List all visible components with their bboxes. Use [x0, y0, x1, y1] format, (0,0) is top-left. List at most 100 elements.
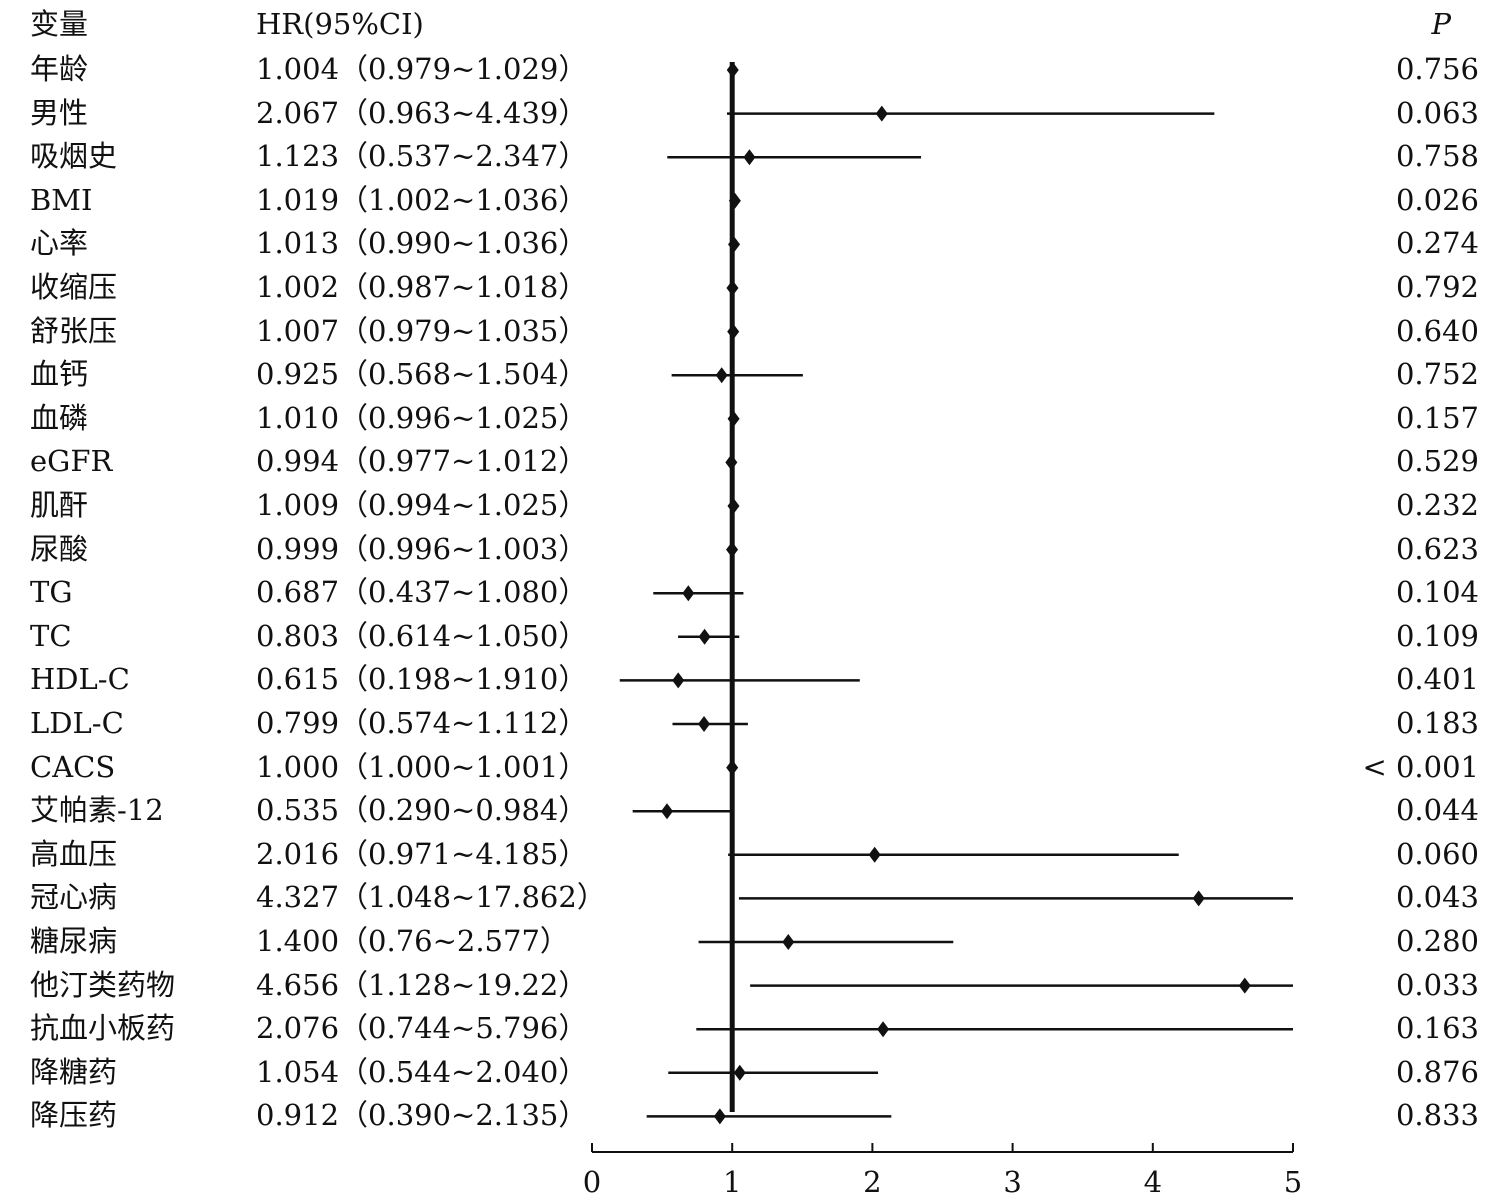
row-p-value: 0.280: [1395, 924, 1479, 958]
row-hr-ci: 1.000（1.000~1.001）: [256, 749, 588, 784]
row-label: 血钙: [30, 357, 89, 392]
row-label: 肌酐: [30, 488, 89, 522]
row-p-value: 0.833: [1395, 1098, 1479, 1133]
row-label: 抗血小板药: [30, 1011, 176, 1046]
hr-point: [868, 846, 881, 863]
x-tick-label: 2: [863, 1165, 881, 1199]
row-hr-ci: 1.019（1.002~1.036）: [256, 182, 588, 217]
row-hr-ci: 2.067（0.963~4.439）: [256, 95, 588, 130]
row-p-value: 0.109: [1395, 618, 1479, 653]
row-hr-ci: 0.994（0.977~1.012）: [256, 444, 588, 479]
row-p-value: 0.401: [1395, 662, 1479, 697]
header-p: P: [1431, 7, 1451, 41]
hr-point: [661, 803, 674, 820]
row-label: 尿酸: [30, 531, 89, 566]
row-p-value: 0.060: [1395, 836, 1479, 871]
row-p-value: 0.026: [1395, 182, 1479, 217]
row-hr-ci: 1.010（0.996~1.025）: [256, 400, 588, 435]
row-label: TG: [30, 575, 73, 610]
row-label: 降压药: [30, 1098, 118, 1133]
row-label: 他汀类药物: [30, 967, 176, 1002]
row-p-value: 0.183: [1395, 706, 1479, 740]
row-hr-ci: 1.400（0.76~2.577）: [256, 924, 569, 958]
row-label: 降糖药: [30, 1054, 118, 1089]
row-hr-ci: 0.999（0.996~1.003）: [256, 531, 588, 566]
row-p-value: 0.043: [1395, 880, 1479, 915]
row-p-value: 0.756: [1395, 52, 1479, 86]
hr-point: [727, 410, 740, 427]
row-label: 舒张压: [30, 313, 118, 348]
row-p-value: 0.792: [1395, 270, 1479, 304]
hr-point: [672, 672, 685, 689]
row-hr-ci: 0.912（0.390~2.135）: [256, 1098, 588, 1133]
row-hr-ci: 1.009（0.994~1.025）: [256, 488, 588, 522]
hr-point: [728, 192, 741, 209]
row-p-value: 0.752: [1395, 357, 1479, 392]
hr-point: [1192, 890, 1205, 907]
row-label: BMI: [30, 182, 93, 217]
row-hr-ci: 1.123（0.537~2.347）: [256, 139, 588, 174]
row-label: 心率: [30, 226, 89, 261]
row-hr-ci: 0.687（0.437~1.080）: [256, 575, 588, 610]
hr-point: [713, 1108, 726, 1125]
row-label: eGFR: [30, 444, 113, 479]
row-p-value: 0.033: [1395, 967, 1479, 1002]
row-hr-ci: 4.656（1.128~19.22）: [256, 967, 588, 1002]
row-hr-ci: 0.803（0.614~1.050）: [256, 618, 588, 653]
row-p-value: 0.529: [1395, 444, 1479, 479]
row-label: 血磷: [30, 400, 89, 435]
row-label: HDL-C: [30, 662, 130, 697]
hr-point: [698, 716, 711, 732]
row-label: 吸烟史: [30, 139, 118, 174]
row-p-value: < 0.001: [1362, 749, 1479, 784]
hr-point: [727, 323, 740, 340]
row-hr-ci: 1.054（0.544~2.040）: [256, 1054, 588, 1089]
row-label: 年龄: [30, 52, 89, 86]
row-p-value: 0.640: [1395, 313, 1479, 348]
row-label: 高血压: [30, 836, 118, 871]
row-label: 冠心病: [30, 880, 118, 915]
row-label: 男性: [30, 95, 89, 130]
hr-point: [726, 280, 739, 296]
row-p-value: 0.623: [1395, 531, 1479, 566]
row-hr-ci: 0.925（0.568~1.504）: [256, 357, 588, 392]
row-hr-ci: 2.076（0.744~5.796）: [256, 1011, 588, 1046]
hr-point: [726, 759, 739, 776]
hr-point: [726, 62, 739, 78]
row-hr-ci: 1.002（0.987~1.018）: [256, 270, 588, 304]
x-tick-label: 3: [1003, 1165, 1021, 1199]
hr-point: [743, 149, 756, 166]
x-tick-label: 1: [723, 1165, 741, 1199]
row-label: 艾帕素-12: [30, 793, 164, 828]
hr-point: [682, 585, 695, 602]
row-p-value: 0.274: [1395, 226, 1479, 261]
row-hr-ci: 1.004（0.979~1.029）: [256, 52, 588, 86]
hr-point: [726, 541, 739, 558]
row-hr-ci: 0.799（0.574~1.112）: [256, 706, 588, 740]
row-hr-ci: 0.615（0.198~1.910）: [256, 662, 588, 697]
hr-point: [875, 105, 888, 122]
hr-point: [877, 1021, 890, 1038]
hr-point: [728, 236, 741, 253]
row-hr-ci: 2.016（0.971~4.185）: [256, 836, 588, 871]
row-label: 糖尿病: [30, 924, 118, 958]
row-hr-ci: 1.013（0.990~1.036）: [256, 226, 588, 261]
row-p-value: 0.044: [1395, 793, 1479, 828]
row-hr-ci: 4.327（1.048~17.862）: [256, 880, 606, 915]
row-hr-ci: 1.007（0.979~1.035）: [256, 313, 588, 348]
x-tick-label: 0: [583, 1165, 601, 1199]
row-label: TC: [30, 618, 72, 653]
row-p-value: 0.063: [1395, 95, 1479, 130]
row-p-value: 0.758: [1395, 139, 1479, 174]
row-p-value: 0.232: [1395, 488, 1479, 522]
x-tick-label: 4: [1144, 1165, 1162, 1199]
hr-point: [727, 498, 740, 514]
row-p-value: 0.163: [1395, 1011, 1479, 1046]
header-hr: HR(95%CI): [256, 7, 424, 41]
x-tick-label: 5: [1284, 1165, 1302, 1199]
row-label: CACS: [30, 749, 116, 784]
row-p-value: 0.157: [1395, 400, 1479, 435]
header-variable: 变量: [30, 7, 89, 41]
hr-point: [698, 628, 711, 645]
